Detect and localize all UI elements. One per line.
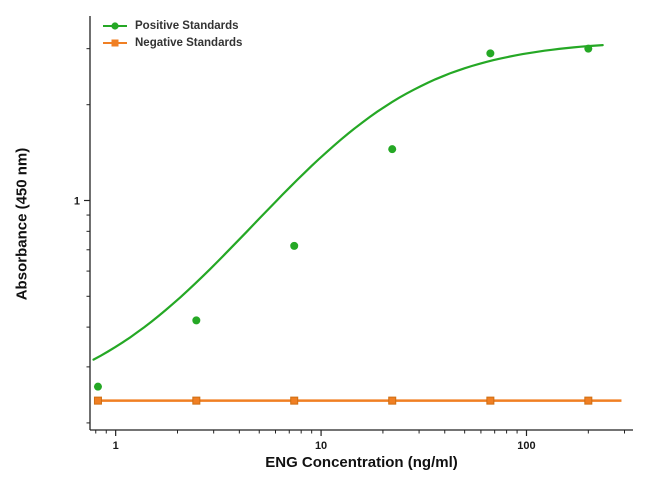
svg-text:1: 1 [74,195,80,207]
svg-text:10: 10 [315,440,327,452]
x-axis-title: ENG Concentration (ng/ml) [265,454,458,471]
chart-legend: Positive Standards Negative Standards [102,20,242,49]
negative-series-marker-icon [103,39,127,47]
legend-item-negative: Negative Standards [102,37,242,49]
svg-text:1: 1 [113,440,119,452]
legend-label-positive: Positive Standards [135,20,239,32]
positive-series-marker-icon [103,22,127,30]
y-axis-title: Absorbance (450 nm) [13,147,31,301]
legend-item-positive: Positive Standards [102,20,242,32]
svg-text:100: 100 [517,440,535,452]
legend-label-negative: Negative Standards [135,37,243,49]
